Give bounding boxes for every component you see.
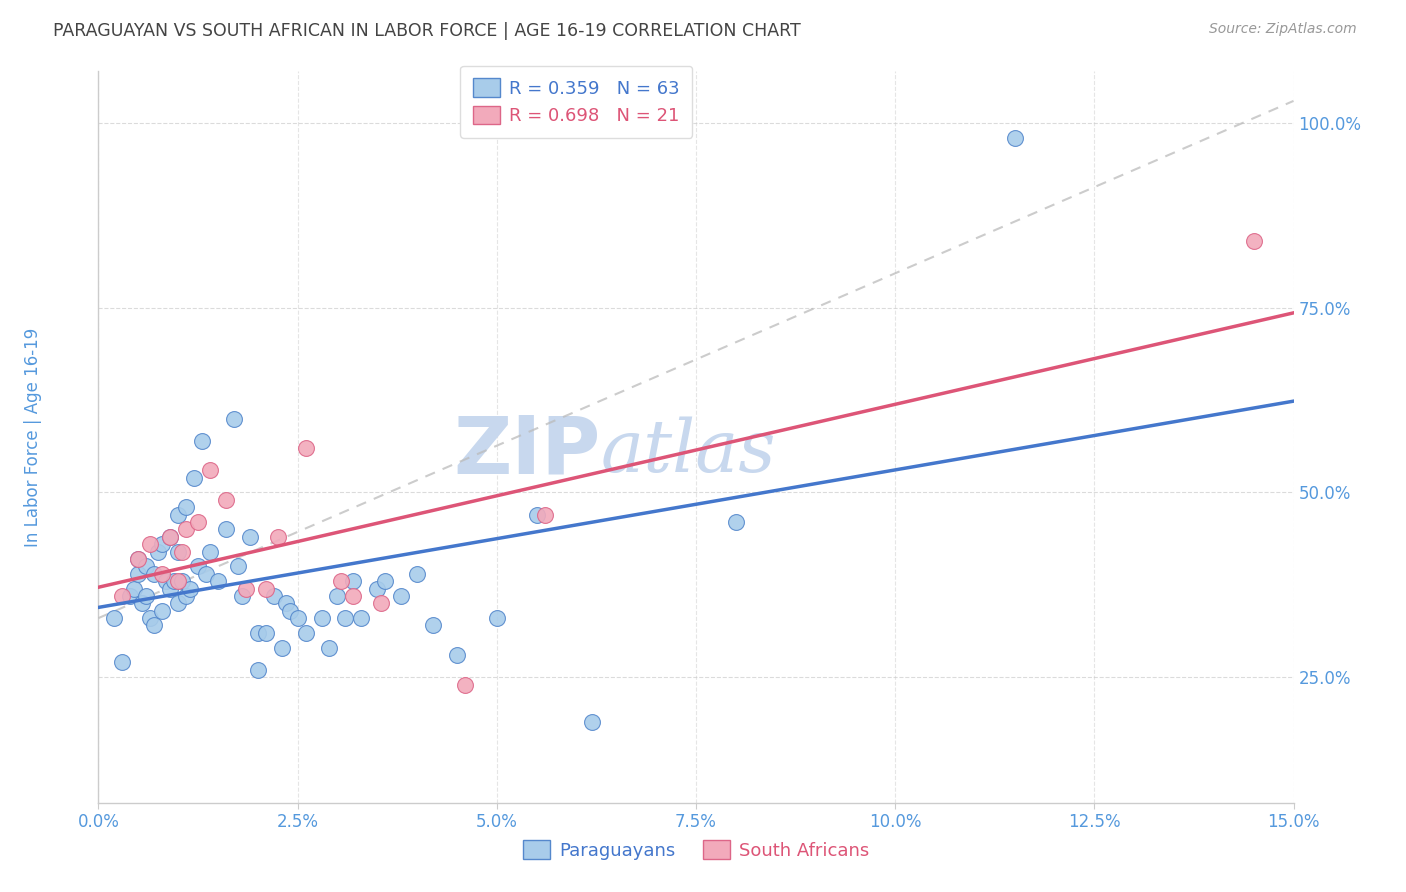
Point: [148, 544, 170, 558]
Point: [485, 611, 508, 625]
Point: [183, 471, 205, 485]
Point: [150, 604, 173, 618]
Point: [278, 604, 301, 618]
Point: [198, 463, 221, 477]
Point: [222, 411, 245, 425]
Point: [533, 508, 555, 522]
Point: [111, 589, 134, 603]
Point: [246, 663, 269, 677]
Point: [174, 523, 197, 537]
Point: [179, 582, 201, 596]
Point: [246, 625, 269, 640]
Point: [318, 640, 340, 655]
Point: [422, 618, 444, 632]
Point: [172, 574, 194, 589]
Point: [103, 611, 125, 625]
Point: [446, 648, 468, 662]
Point: [207, 574, 229, 589]
Point: [526, 508, 548, 522]
Point: [370, 596, 392, 610]
Point: [226, 559, 249, 574]
Point: [143, 618, 166, 632]
Point: [1004, 131, 1026, 145]
Point: [135, 589, 157, 603]
Point: [167, 544, 190, 558]
Point: [326, 589, 349, 603]
Point: [139, 611, 162, 625]
Point: [159, 530, 181, 544]
Point: [159, 530, 181, 544]
Point: [274, 596, 297, 610]
Point: [135, 559, 157, 574]
Point: [267, 530, 290, 544]
Text: PARAGUAYAN VS SOUTH AFRICAN IN LABOR FORCE | AGE 16-19 CORRELATION CHART: PARAGUAYAN VS SOUTH AFRICAN IN LABOR FOR…: [53, 22, 801, 40]
Point: [254, 625, 277, 640]
Point: [127, 552, 149, 566]
Text: In Labor Force | Age 16-19: In Labor Force | Age 16-19: [24, 327, 42, 547]
Point: [111, 656, 134, 670]
Text: atlas: atlas: [600, 417, 776, 487]
Point: [195, 566, 218, 581]
Point: [127, 552, 149, 566]
Point: [342, 589, 364, 603]
Point: [191, 434, 214, 448]
Point: [127, 566, 149, 581]
Point: [215, 492, 238, 507]
Point: [374, 574, 396, 589]
Point: [120, 589, 142, 603]
Point: [174, 500, 197, 515]
Point: [187, 559, 209, 574]
Point: [155, 574, 177, 589]
Point: [581, 714, 603, 729]
Point: [287, 611, 309, 625]
Point: [159, 582, 181, 596]
Point: [150, 566, 173, 581]
Point: [330, 574, 353, 589]
Point: [239, 530, 262, 544]
Point: [335, 611, 357, 625]
Point: [139, 537, 162, 551]
Legend: Paraguayans, South Africans: Paraguayans, South Africans: [516, 833, 876, 867]
Point: [150, 537, 173, 551]
Point: [342, 574, 364, 589]
Point: [254, 582, 277, 596]
Text: Source: ZipAtlas.com: Source: ZipAtlas.com: [1209, 22, 1357, 37]
Point: [131, 596, 153, 610]
Point: [366, 582, 388, 596]
Point: [167, 596, 190, 610]
Point: [235, 582, 257, 596]
Point: [174, 589, 197, 603]
Point: [311, 611, 333, 625]
Point: [163, 574, 186, 589]
Point: [294, 441, 316, 455]
Point: [124, 582, 146, 596]
Point: [263, 589, 285, 603]
Point: [172, 544, 194, 558]
Text: ZIP: ZIP: [453, 413, 600, 491]
Point: [389, 589, 412, 603]
Point: [198, 544, 221, 558]
Point: [167, 508, 190, 522]
Point: [406, 566, 429, 581]
Point: [724, 515, 747, 529]
Point: [1243, 235, 1265, 249]
Point: [187, 515, 209, 529]
Point: [167, 574, 190, 589]
Point: [215, 523, 238, 537]
Point: [294, 625, 316, 640]
Point: [350, 611, 373, 625]
Point: [270, 640, 292, 655]
Point: [454, 677, 477, 691]
Point: [143, 566, 166, 581]
Point: [231, 589, 253, 603]
